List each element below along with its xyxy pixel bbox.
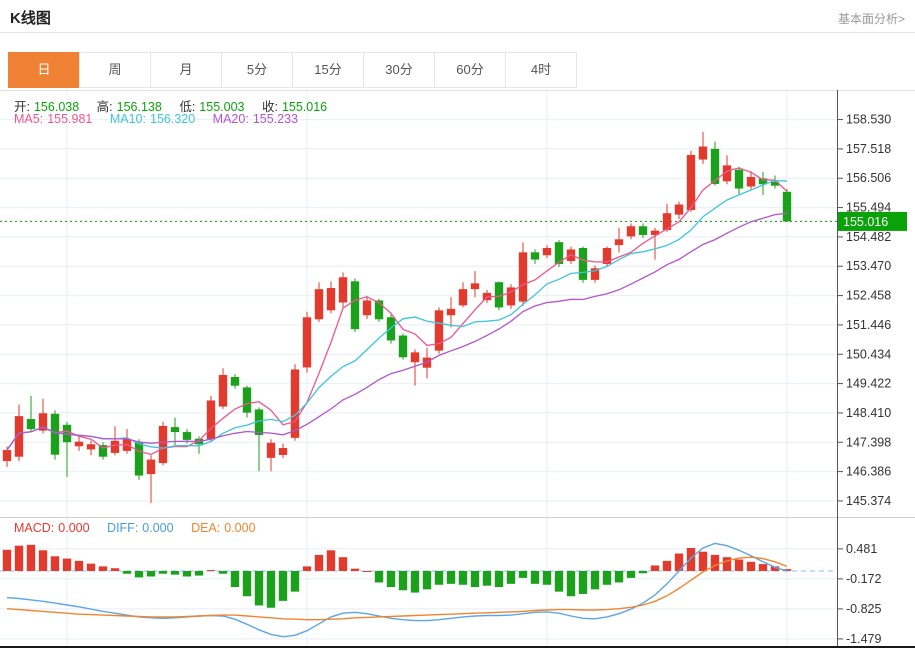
- svg-text:0.481: 0.481: [846, 542, 877, 556]
- svg-text:158.530: 158.530: [846, 113, 891, 127]
- tab-30min[interactable]: 30分: [363, 52, 435, 88]
- svg-text:154.482: 154.482: [846, 230, 891, 244]
- ma5-line: [6, 167, 788, 456]
- interval-tab-bar: 日周月 5分 15分 30分 60分 4时: [8, 52, 577, 88]
- ma10-line: [6, 179, 788, 451]
- svg-text:150.434: 150.434: [846, 347, 891, 361]
- reference-lines: [0, 220, 837, 572]
- tab-4hour[interactable]: 4时: [505, 52, 577, 88]
- kline-chart-svg[interactable]: 158.530 157.518 156.506 155.494 154.482 153.4…: [0, 90, 915, 649]
- diff-line: [6, 542, 788, 638]
- ma20-line: [6, 212, 788, 451]
- svg-text:157.518: 157.518: [846, 142, 891, 156]
- svg-text:155.494: 155.494: [846, 201, 891, 215]
- svg-text:155.016: 155.016: [843, 215, 888, 229]
- bottom-border: [0, 646, 915, 648]
- svg-text:149.422: 149.422: [846, 377, 891, 391]
- current-price-tag: 155.016: [838, 211, 907, 231]
- tab-day[interactable]: 日: [8, 52, 80, 88]
- fundamental-analysis-link[interactable]: 基本面分析>: [837, 12, 905, 26]
- axis-labels: 158.530 157.518 156.506 155.494 154.482 153.4…: [838, 113, 891, 646]
- page-title: K线图: [10, 10, 51, 27]
- svg-text:146.386: 146.386: [846, 465, 891, 479]
- tab-month[interactable]: 月: [150, 52, 222, 88]
- svg-text:-1.479: -1.479: [846, 632, 881, 646]
- svg-text:153.470: 153.470: [846, 259, 891, 273]
- svg-text:-0.825: -0.825: [846, 602, 881, 616]
- tab-60min[interactable]: 60分: [434, 52, 506, 88]
- macd-histogram: [2, 544, 792, 608]
- page-header: K线图 基本面分析>: [0, 0, 915, 33]
- svg-text:147.398: 147.398: [846, 435, 891, 449]
- tab-15min[interactable]: 15分: [292, 52, 364, 88]
- svg-text:148.410: 148.410: [846, 406, 891, 420]
- svg-text:156.506: 156.506: [846, 171, 891, 185]
- ma-lines: [6, 167, 788, 456]
- svg-text:145.374: 145.374: [846, 494, 891, 508]
- dea-line: [6, 556, 788, 621]
- candles-layer: [2, 132, 792, 504]
- tab-week[interactable]: 周: [79, 52, 151, 88]
- svg-text:152.458: 152.458: [846, 289, 891, 303]
- borders: [0, 90, 915, 646]
- tab-5min[interactable]: 5分: [221, 52, 293, 88]
- macd-lines: [6, 542, 788, 638]
- svg-text:151.446: 151.446: [846, 318, 891, 332]
- svg-text:-0.172: -0.172: [846, 572, 881, 586]
